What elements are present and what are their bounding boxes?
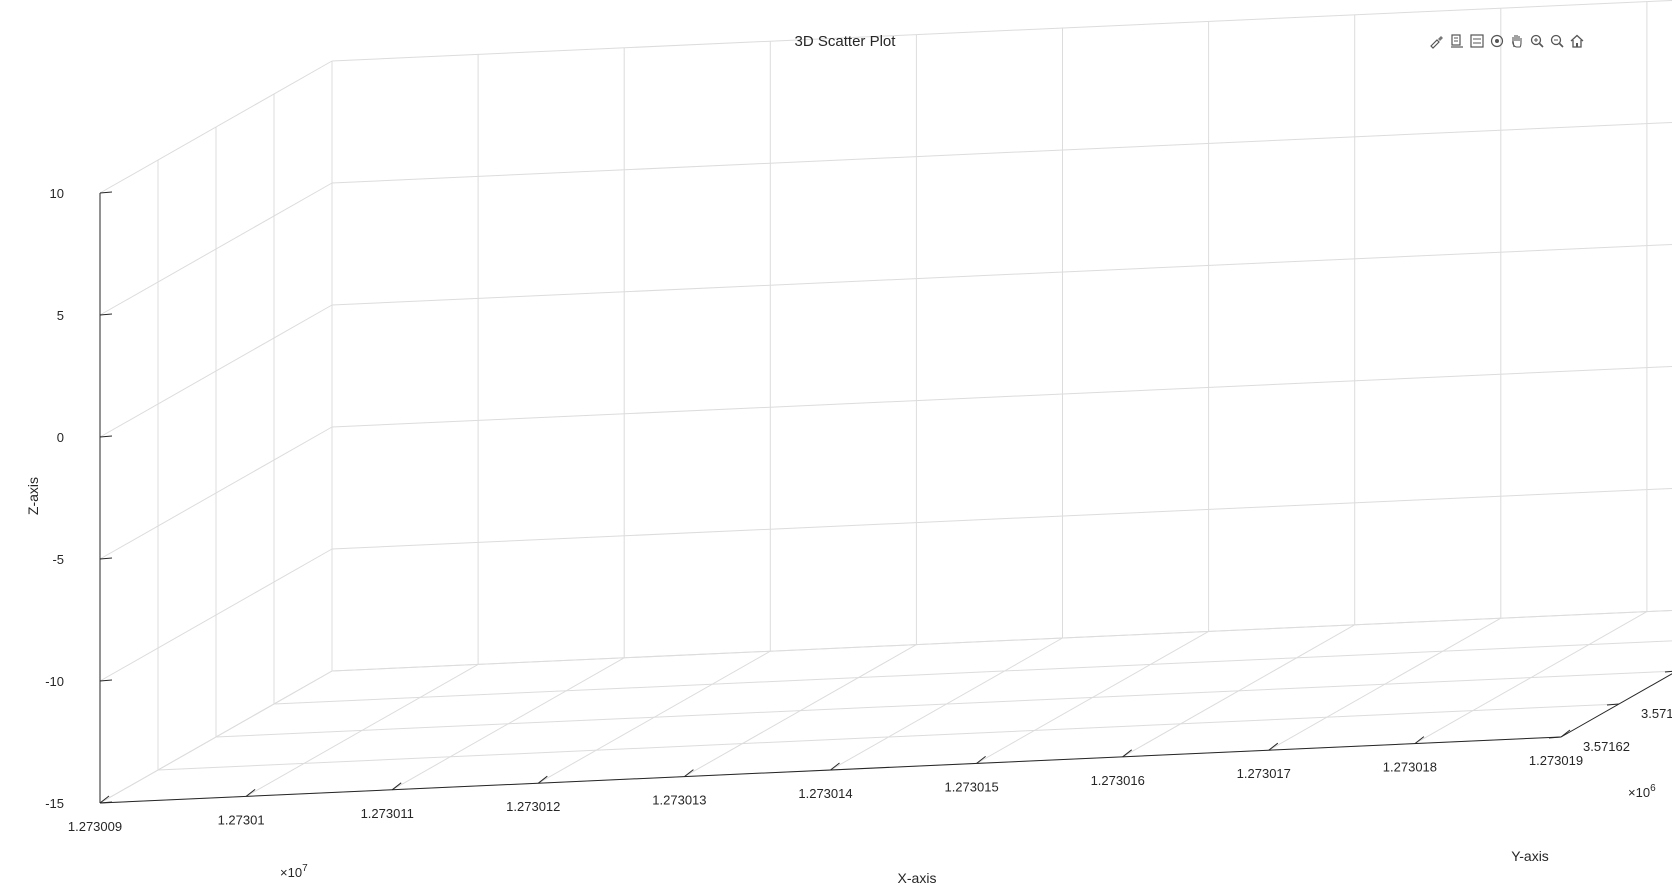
back-pane	[332, 0, 1672, 671]
z-tick-label: 5	[57, 308, 64, 323]
y-exponent-power: 6	[1650, 783, 1656, 794]
x-tick-label: 1.273013	[652, 793, 706, 808]
z-grid-back	[331, 243, 1672, 306]
brush-icon[interactable]	[1428, 32, 1446, 50]
x-tick-mark	[976, 756, 986, 764]
x-tick-mark	[830, 762, 840, 771]
x-tick-label: 1.273014	[798, 786, 852, 801]
chart-title: 3D Scatter Plot	[795, 33, 897, 50]
x-exponent-label: ×107	[280, 863, 308, 880]
x-tick-label: 1.273018	[1383, 760, 1437, 775]
y-grid-floor	[273, 640, 1672, 705]
x-tick-label: 1.273011	[361, 806, 414, 821]
x-tick-mark	[1414, 736, 1425, 744]
x-tick-mark	[245, 789, 256, 797]
z-grid-side	[99, 182, 333, 316]
y-tick-mark	[1664, 670, 1672, 673]
x-tick-mark	[1122, 749, 1133, 758]
z-tick-label: 0	[57, 430, 64, 445]
z-grid-side	[99, 426, 333, 560]
y-tick-label: 3.57162	[1583, 739, 1630, 754]
z-grid-back	[331, 609, 1672, 672]
y-grid-floor	[215, 670, 1672, 738]
z-grid-back	[331, 487, 1672, 550]
y-exponent-base: ×10	[1628, 785, 1650, 800]
z-tick-label: -5	[52, 552, 64, 567]
z-grid-back	[331, 365, 1672, 428]
x-tick-mark	[99, 795, 110, 804]
tick-labels: 1.273009 1.27301 1.273011 1.273012 1.273013 1…	[45, 186, 1672, 834]
z-tick-label: 10	[50, 186, 64, 201]
z-axis-label: Z-axis	[25, 477, 41, 515]
y-axis-label: Y-axis	[1511, 848, 1549, 864]
zoom-in-icon[interactable]	[1528, 32, 1546, 50]
grid-lines	[99, 0, 1672, 804]
rotate-3d-icon[interactable]	[1488, 32, 1506, 50]
svg-text:×107: ×107	[280, 863, 308, 880]
x-axis-label: X-axis	[898, 870, 937, 885]
x-tick-label: 1.273016	[1091, 773, 1145, 788]
z-tick-label: -10	[45, 674, 64, 689]
z-grid-back	[331, 121, 1672, 184]
x-exponent-power: 7	[302, 863, 308, 874]
y-exponent-label: ×106	[1628, 783, 1656, 800]
x-tick-mark	[1268, 742, 1279, 751]
z-tick-mark	[99, 801, 113, 804]
z-tick-mark	[99, 313, 113, 316]
z-grid-back	[331, 0, 1672, 62]
y-tick-label: 3.57164	[1641, 706, 1672, 721]
z-grid-side	[99, 670, 333, 804]
x-tick-label: 1.273017	[1237, 766, 1291, 781]
home-icon[interactable]	[1568, 32, 1586, 50]
z-grid-side	[99, 304, 333, 438]
x-tick-label: 1.273015	[944, 779, 998, 794]
z-tick-mark	[99, 679, 113, 682]
x-tick-mark	[391, 782, 402, 791]
x-exponent-base: ×10	[280, 865, 302, 880]
data-tips-icon[interactable]	[1448, 32, 1466, 50]
x-tick-label: 1.27301	[218, 812, 265, 827]
axes-toolbar	[1428, 32, 1586, 50]
z-grid-side	[99, 548, 333, 682]
axis-lines	[99, 191, 1672, 804]
z-grid-side	[99, 60, 333, 194]
pan-icon[interactable]	[1508, 32, 1526, 50]
svg-text:×106: ×106	[1628, 783, 1656, 800]
x-tick-label: 1.273009	[68, 819, 122, 834]
x-tick-mark	[537, 775, 548, 784]
x-tick-label: 1.273012	[506, 799, 560, 814]
z-tick-mark	[99, 557, 113, 560]
z-tick-mark	[99, 435, 113, 438]
legend-icon[interactable]	[1468, 32, 1486, 50]
y-grid-floor	[157, 703, 1620, 771]
z-tick-label: -15	[45, 796, 64, 811]
y-axis-line	[1560, 673, 1672, 738]
x-tick-mark	[1560, 729, 1571, 738]
x-tick-mark	[684, 769, 694, 777]
x-tick-label: 1.273019	[1529, 753, 1583, 768]
z-tick-mark	[99, 191, 113, 194]
y-tick-mark	[1606, 703, 1620, 706]
zoom-out-icon[interactable]	[1548, 32, 1566, 50]
y-tick-mark	[1548, 736, 1562, 739]
